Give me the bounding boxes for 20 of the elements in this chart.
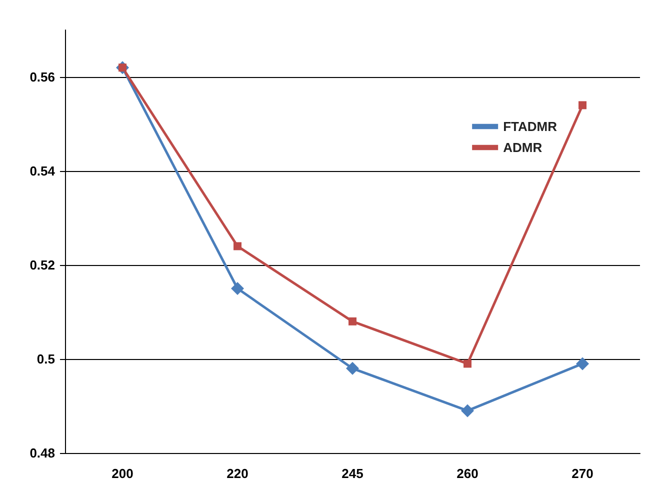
point [231, 282, 244, 295]
y-tick-label: 0.5 [36, 352, 55, 366]
point [461, 404, 474, 418]
point [464, 360, 472, 368]
y-tick-label: 0.52 [30, 258, 55, 272]
x-tick-label: 260 [456, 466, 478, 481]
y-tick-label: 0.48 [30, 446, 55, 460]
x-tick-label: 245 [342, 466, 364, 481]
y-tick-label: 0.54 [30, 164, 56, 178]
y-tick-label: 0.56 [30, 70, 55, 84]
legend-label: ADMR [503, 140, 543, 155]
point [348, 317, 356, 326]
point [346, 362, 359, 375]
legend-label: FTADMR [503, 119, 558, 134]
x-tick-label: 220 [226, 466, 248, 481]
x-tick-label: 200 [112, 466, 134, 481]
point [576, 357, 589, 370]
x-tick-label: 270 [572, 466, 594, 481]
point [578, 101, 586, 110]
point [234, 242, 242, 250]
